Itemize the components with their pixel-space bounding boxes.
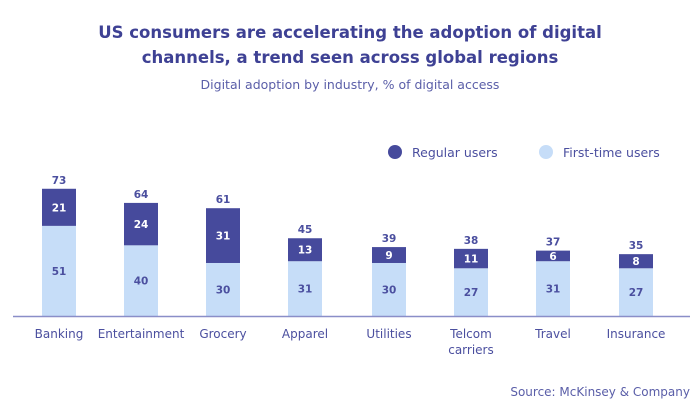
x-tick-label: Apparel (282, 327, 328, 341)
data-label-first-time: 31 (298, 284, 313, 296)
title-line-1: US consumers are accelerating the adopti… (98, 23, 602, 42)
data-label-first-time: 30 (382, 284, 397, 296)
bar-regular-users (288, 238, 322, 262)
data-label-regular: 13 (298, 245, 313, 257)
legend-marker-regular-users (388, 145, 402, 159)
data-label-total: 45 (298, 224, 313, 236)
data-label-first-time: 30 (216, 284, 231, 296)
data-label-total: 38 (464, 235, 479, 247)
data-label-total: 35 (629, 240, 644, 252)
data-label-first-time: 40 (134, 276, 149, 288)
data-label-regular: 24 (134, 219, 149, 231)
bar-regular-users (42, 188, 76, 226)
bar-first-time-users (42, 225, 76, 316)
x-tick-label: Insurance (607, 327, 666, 341)
bar-regular-users (619, 254, 653, 269)
data-label-total: 73 (52, 175, 67, 187)
bar-first-time-users (619, 268, 653, 316)
data-label-first-time: 31 (546, 284, 561, 296)
bar-first-time-users (536, 261, 570, 316)
bar-first-time-users (454, 268, 488, 316)
data-label-regular: 6 (549, 251, 556, 263)
data-label-total: 61 (216, 194, 231, 206)
legend-label-first-time-users: First-time users (563, 145, 660, 160)
x-tick-label: Banking (35, 327, 84, 341)
bar-regular-users (372, 247, 406, 263)
bar-regular-users (536, 250, 570, 262)
data-label-first-time: 27 (464, 287, 479, 299)
data-label-total: 64 (134, 189, 149, 201)
data-label-first-time: 51 (52, 266, 67, 278)
bar-regular-users (206, 208, 240, 263)
chart-subtitle: Digital adoption by industry, % of digit… (200, 77, 500, 92)
legend-marker-first-time-users (539, 145, 553, 159)
data-label-regular: 8 (632, 256, 639, 268)
data-label-regular: 31 (216, 231, 231, 243)
legend-label-regular-users: Regular users (412, 145, 498, 160)
data-label-first-time: 27 (629, 287, 644, 299)
data-label-total: 39 (382, 233, 397, 245)
bar-regular-users (124, 202, 158, 246)
data-label-regular: 11 (464, 254, 479, 266)
title-line-2: channels, a trend seen across global reg… (141, 48, 559, 67)
x-tick-label: Grocery (199, 327, 246, 341)
data-label-regular: 9 (385, 250, 392, 262)
x-tick-label: Telcom (449, 327, 492, 341)
bar-regular-users (454, 248, 488, 269)
bar-first-time-users (372, 262, 406, 316)
x-tick-label: Utilities (366, 327, 411, 341)
chart-title: US consumers are accelerating the adopti… (0, 20, 700, 70)
data-label-total: 37 (546, 237, 561, 249)
bar-first-time-users (288, 261, 322, 316)
source-note: Source: McKinsey & Company (510, 385, 690, 399)
x-tick-label: carriers (448, 343, 494, 357)
x-tick-label: Travel (534, 327, 571, 341)
bar-first-time-users (124, 245, 158, 316)
x-tick-label: Entertainment (98, 327, 185, 341)
bar-first-time-users (206, 262, 240, 316)
data-label-regular: 21 (52, 202, 67, 214)
